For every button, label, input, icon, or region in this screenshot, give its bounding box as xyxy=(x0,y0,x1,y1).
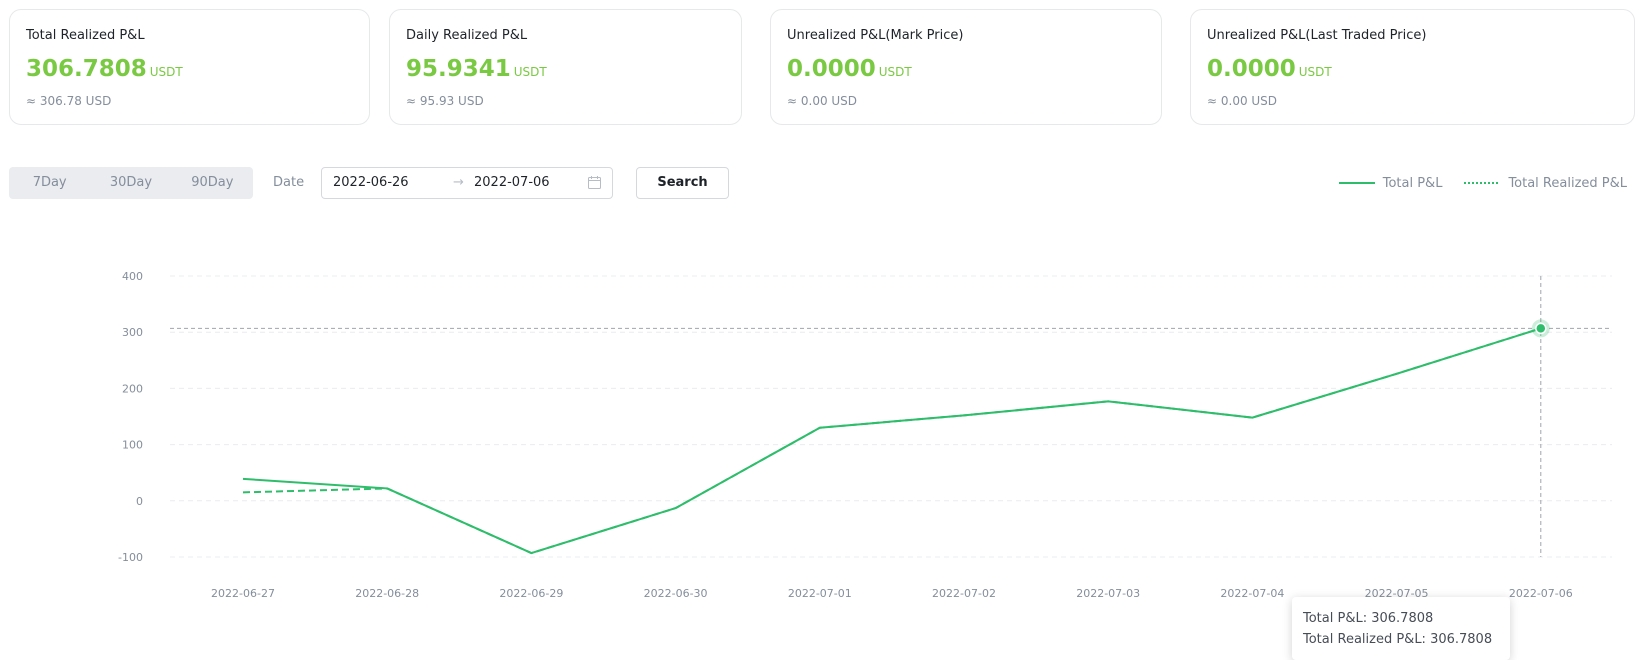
card-unrealized-mark: Unrealized P&L(Mark Price) 0.0000 USDT ≈ … xyxy=(770,9,1162,125)
period-7day[interactable]: 7Day xyxy=(32,175,67,190)
range-arrow: → xyxy=(453,175,464,190)
x-tick-label: 2022-06-28 xyxy=(355,587,419,600)
period-30day[interactable]: 30Day xyxy=(109,175,153,190)
card-approx-usd: ≈ 306.78 USD xyxy=(26,94,112,108)
card-value: 0.0000 xyxy=(1207,56,1296,82)
card-title: Total Realized P&L xyxy=(26,28,145,43)
card-unrealized-last-traded: Unrealized P&L(Last Traded Price) 0.0000… xyxy=(1190,9,1635,125)
pnl-line-chart: 400 300 200 100 0 -100 2022-06-27 2022-06-28 202… xyxy=(118,270,1612,600)
x-tick-label: 2022-06-30 xyxy=(644,587,708,600)
summary-cards: Total Realized P&L 306.7808 USDT ≈ 306.78… xyxy=(9,9,1635,127)
legend-label-total-realized-pnl: Total Realized P&L xyxy=(1508,175,1627,191)
card-unit: USDT xyxy=(149,65,183,79)
legend-total-realized-pnl[interactable]: Total Realized P&L xyxy=(1464,176,1627,191)
y-tick-label: 200 xyxy=(122,382,143,395)
x-tick-label: 2022-07-06 xyxy=(1509,587,1573,600)
y-tick-label: -100 xyxy=(118,551,143,564)
card-approx-usd: ≈ 0.00 USD xyxy=(787,94,858,108)
series-line-total-pnl xyxy=(242,327,1542,555)
tooltip-total-realized-pnl: Total Realized P&L: 306.7808 xyxy=(1303,632,1493,647)
x-tick-label: 2022-07-05 xyxy=(1365,587,1429,600)
legend-dashed-line-icon xyxy=(1464,182,1501,184)
card-title: Daily Realized P&L xyxy=(406,28,528,43)
date-range-picker[interactable]: 2022-06-26 → 2022-07-06 xyxy=(321,167,613,199)
chart-legend: Total P&L Total Realized P&L xyxy=(1317,167,1627,199)
series-line-total-realized-pnl xyxy=(242,327,1542,555)
y-tick-label: 300 xyxy=(122,326,143,339)
x-tick-label: 2022-06-27 xyxy=(211,587,275,600)
card-value: 306.7808 xyxy=(26,56,147,82)
card-value: 0.0000 xyxy=(787,56,876,82)
search-button[interactable]: Search xyxy=(636,167,729,199)
y-tick-label: 0 xyxy=(136,495,143,508)
period-selector: 7Day 30Day 90Day xyxy=(9,167,253,199)
x-tick-label: 2022-07-01 xyxy=(788,587,852,600)
date-label: Date xyxy=(273,175,305,190)
pnl-chart: 400 300 200 100 0 -100 2022-06-27 2022-06-28 202… xyxy=(0,240,1643,660)
card-title: Unrealized P&L(Last Traded Price) xyxy=(1207,28,1427,43)
y-tick-label: 100 xyxy=(122,439,143,452)
card-approx-usd: ≈ 95.93 USD xyxy=(406,94,484,108)
card-total-realized-pnl: Total Realized P&L 306.7808 USDT ≈ 306.78… xyxy=(9,9,370,125)
card-unit: USDT xyxy=(878,65,912,79)
filter-toolbar: 7Day 30Day 90Day Date 2022-06-26 → 2022-… xyxy=(9,167,1635,199)
card-approx-usd: ≈ 0.00 USD xyxy=(1207,94,1278,108)
card-unit: USDT xyxy=(513,65,547,79)
card-daily-realized-pnl: Daily Realized P&L 95.9341 USDT ≈ 95.93 U… xyxy=(389,9,742,125)
legend-label-total-pnl: Total P&L xyxy=(1382,175,1443,191)
end-date-input[interactable]: 2022-07-06 xyxy=(474,175,550,190)
card-unit: USDT xyxy=(1298,65,1332,79)
legend-solid-line-icon xyxy=(1338,182,1375,184)
x-tick-label: 2022-07-03 xyxy=(1076,587,1140,600)
x-tick-label: 2022-07-02 xyxy=(932,587,996,600)
highlight-point xyxy=(1535,322,1547,335)
period-90day[interactable]: 90Day xyxy=(191,175,234,190)
calendar-icon[interactable] xyxy=(588,176,601,189)
x-tick-label: 2022-06-29 xyxy=(499,587,563,600)
legend-total-pnl[interactable]: Total P&L xyxy=(1338,175,1443,191)
chart-tooltip: Total P&L: 306.7808 Total Realized P&L: … xyxy=(1292,597,1510,660)
x-tick-label: 2022-07-04 xyxy=(1220,587,1284,600)
start-date-input[interactable]: 2022-06-26 xyxy=(333,175,409,190)
card-title: Unrealized P&L(Mark Price) xyxy=(787,28,964,43)
card-value: 95.9341 xyxy=(406,56,511,82)
y-tick-label: 400 xyxy=(122,270,143,283)
